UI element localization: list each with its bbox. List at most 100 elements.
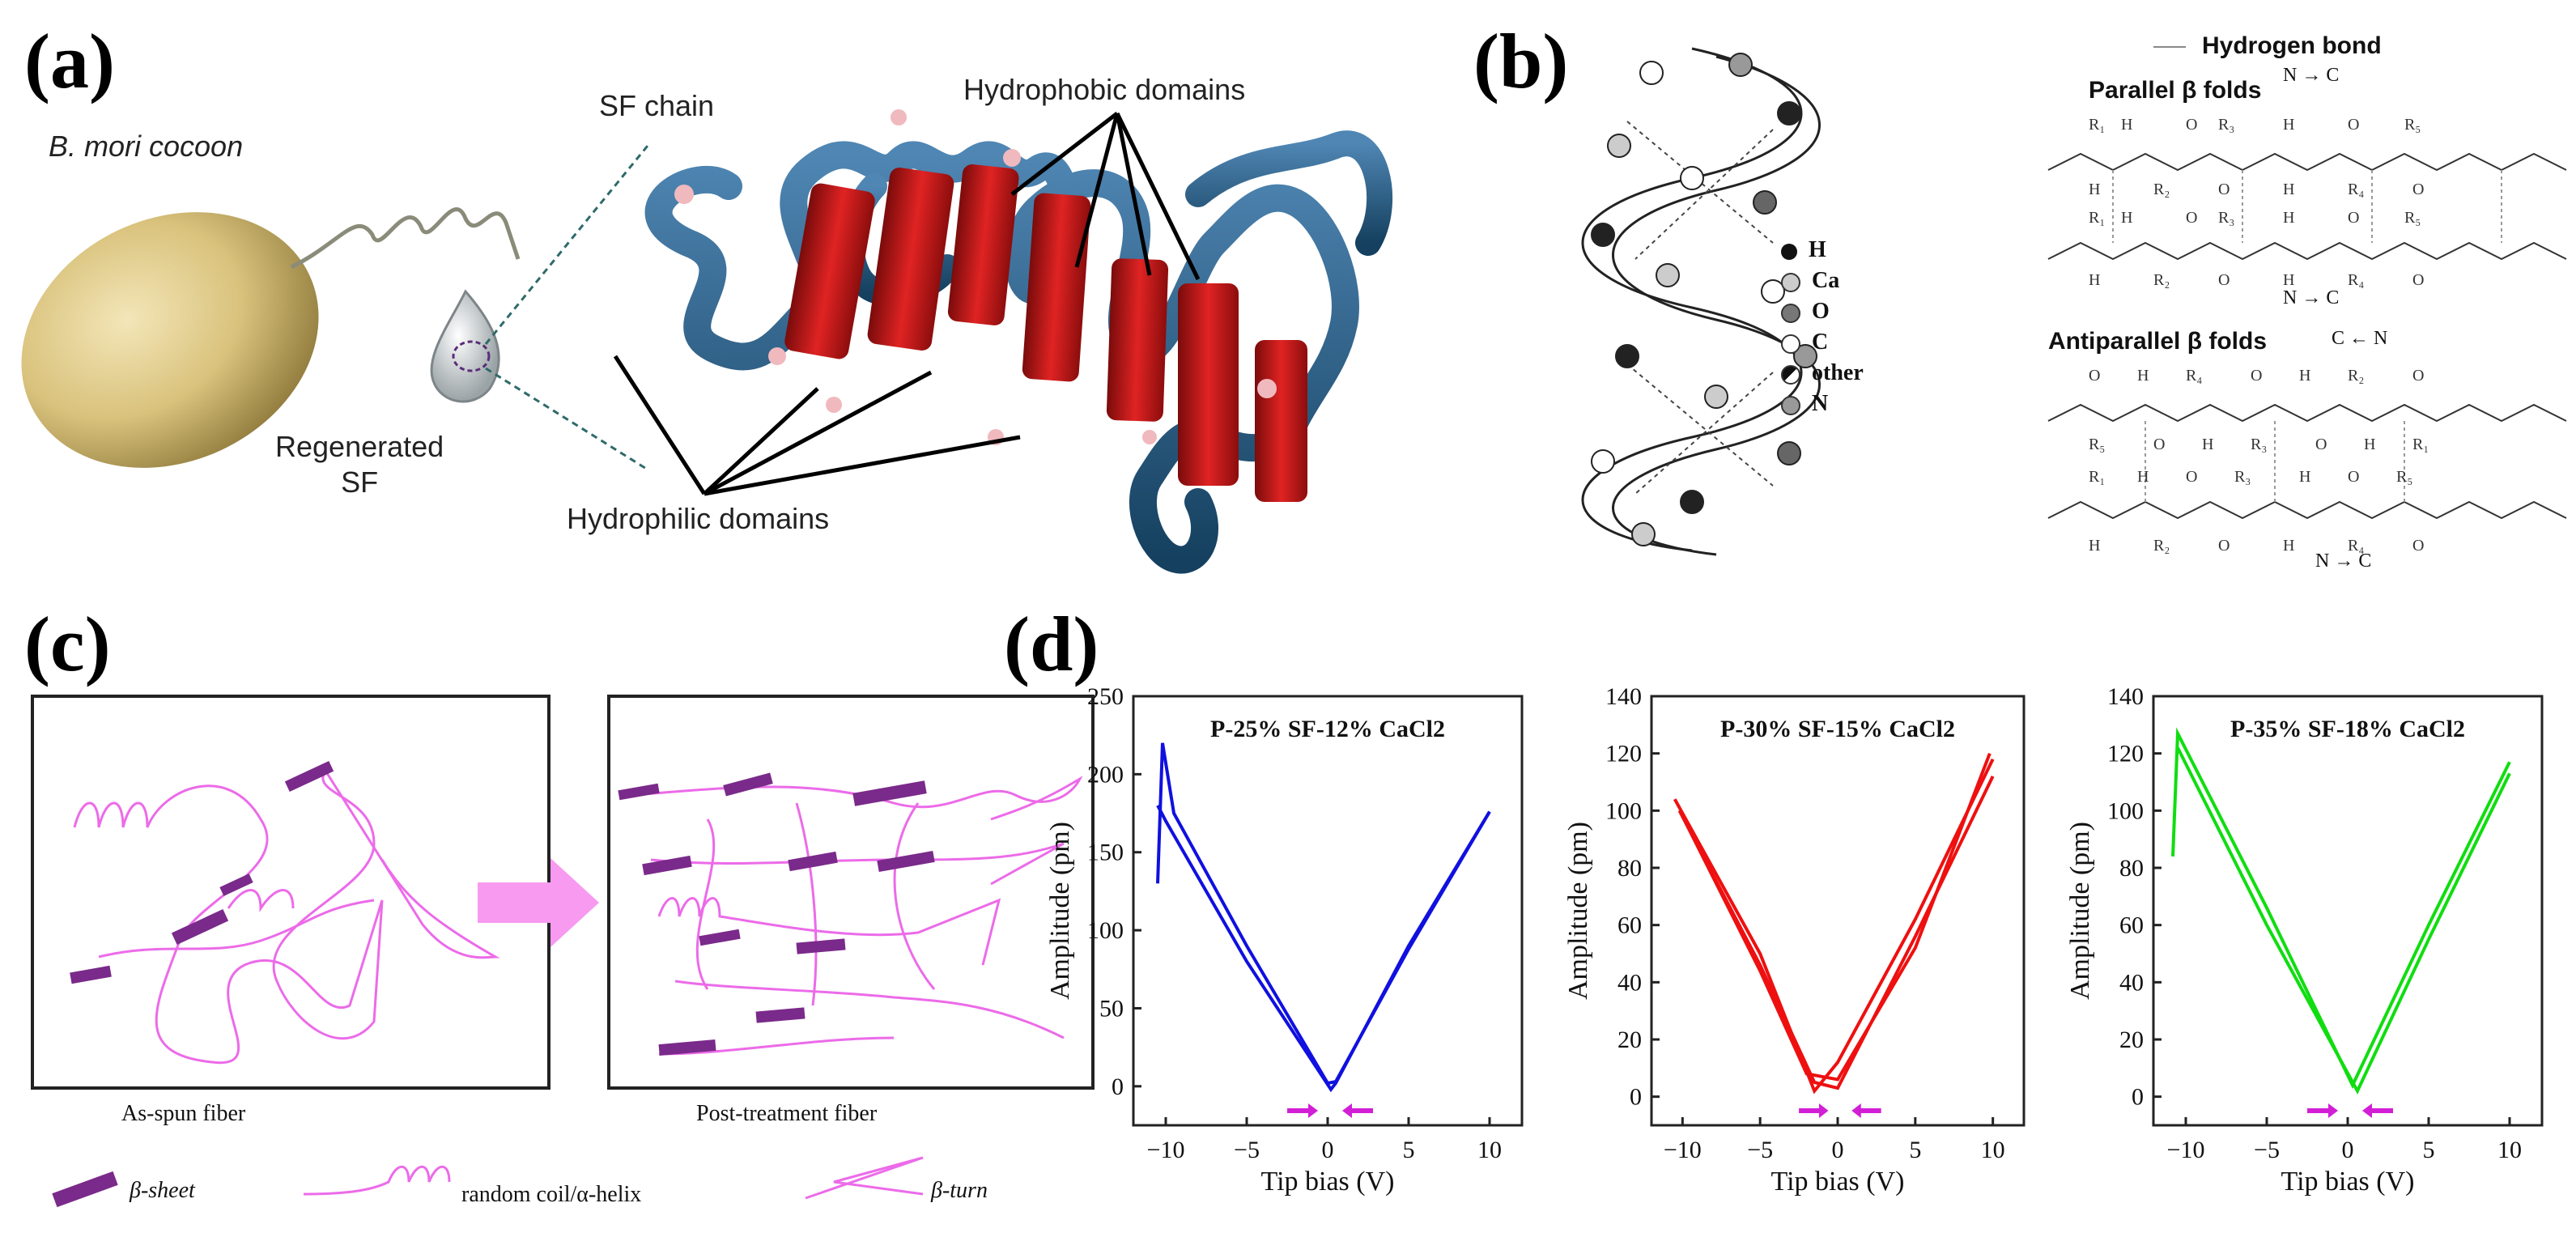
y-tick-label: 60 <box>1617 912 1642 939</box>
x-tick-label: 5 <box>1403 1137 1415 1163</box>
svg-text:O: O <box>2348 209 2359 227</box>
svg-text:O: O <box>2412 181 2424 198</box>
x-tick-label: −10 <box>1664 1137 1702 1163</box>
x-axis-label: Tip bias (V) <box>1261 1167 1395 1197</box>
plot-frame <box>2152 695 2544 1127</box>
y-tick-label: 120 <box>1605 741 1642 767</box>
svg-text:H: H <box>2137 468 2149 486</box>
atom-legend: H Ca O C other N <box>1781 235 1864 419</box>
plot-frame <box>1132 695 1524 1127</box>
y-tick-label: 140 <box>1605 683 1642 710</box>
x-tick-label: 10 <box>2497 1137 2522 1163</box>
hydrogen-bond-label: Hydrogen bond <box>2153 32 2382 60</box>
y-tick-label: 40 <box>2119 969 2144 996</box>
svg-text:H: H <box>2202 436 2213 453</box>
regenerated-line1: Regenerated <box>275 430 444 463</box>
svg-text:R₅: R₅ <box>2404 209 2421 227</box>
y-tick-label: 120 <box>2107 741 2144 767</box>
svg-text:R₂: R₂ <box>2348 367 2364 385</box>
svg-text:O: O <box>2412 271 2424 289</box>
svg-text:O: O <box>2348 468 2359 486</box>
legend-beta-sheet-label: β-sheet <box>130 1178 195 1203</box>
caption-post-treatment: Post-treatment fiber <box>696 1101 878 1126</box>
series-line-2 <box>1156 804 1491 1093</box>
svg-text:O: O <box>2153 436 2165 453</box>
silk-thread <box>290 207 521 270</box>
legend-beta-turn-icon <box>805 1156 924 1200</box>
beta-sheet-markers-post <box>618 772 935 1056</box>
legend-beta-turn-label: β-turn <box>931 1178 988 1203</box>
caption-as-spun: As-spun fiber <box>121 1101 246 1126</box>
coercive-arrows <box>2307 1103 2393 1118</box>
x-tick-label: −5 <box>1747 1137 1773 1163</box>
legend-row-ca: Ca <box>1781 266 1864 296</box>
y-tick-label: 0 <box>1112 1073 1124 1100</box>
svg-text:R₄: R₄ <box>2348 181 2364 198</box>
beta-sheet-markers <box>70 760 334 984</box>
legend-row-h: H <box>1781 235 1864 266</box>
y-tick-label: 100 <box>1087 917 1124 944</box>
svg-text:R₁: R₁ <box>2089 209 2105 227</box>
svg-text:O: O <box>2218 271 2230 289</box>
legend-c: C <box>1812 329 1829 355</box>
y-axis-label: Amplitude (pm) <box>1563 822 1593 1000</box>
y-tick-label: 20 <box>2119 1027 2144 1053</box>
y-tick-label: 0 <box>2132 1084 2144 1111</box>
hydrogen-bond-text: Hydrogen bond <box>2202 32 2382 59</box>
y-tick-label: 40 <box>1617 969 1642 996</box>
x-tick-label: 0 <box>2342 1137 2354 1163</box>
svg-text:H: H <box>2299 367 2310 385</box>
post-treatment-fiber-box <box>607 695 1095 1090</box>
y-axis-label: Amplitude (pm) <box>2065 822 2095 1000</box>
x-tick-label: −5 <box>2254 1137 2280 1163</box>
svg-text:O: O <box>2412 367 2424 385</box>
svg-text:R₄: R₄ <box>2348 271 2364 289</box>
parallel-beta-structure: R₁ H O R₃ H O R₅ H R₂ O H R₄ O R₁ H O R₃ H O R₅ H R₂ O H R₄ O <box>2047 116 2567 289</box>
legend-row-other: other <box>1781 358 1864 389</box>
svg-text:R₁: R₁ <box>2412 436 2429 453</box>
x-tick-label: 5 <box>1909 1137 1921 1163</box>
svg-text:R₅: R₅ <box>2404 116 2421 134</box>
panel-label-a: (a) <box>24 18 115 104</box>
sf-chain-label: SF chain <box>599 89 715 122</box>
n-to-c-middle: N → C <box>2283 287 2340 308</box>
legend-random-coil-label: random coil/α-helix <box>461 1182 642 1207</box>
legend-other: other <box>1812 360 1864 385</box>
panel-label-b: (b) <box>1473 18 1569 104</box>
n-to-c-top: N → C <box>2283 65 2340 86</box>
alpha-helix-model <box>1581 47 1821 556</box>
legend-row-c: C <box>1781 327 1864 358</box>
c-from-n: C ← N <box>2332 328 2388 349</box>
chart-title: P-25% SF-12% CaCl2 <box>1210 716 1445 742</box>
as-spun-fiber-box <box>31 695 550 1090</box>
svg-text:H: H <box>2283 209 2294 227</box>
legend-row-o: O <box>1781 296 1864 327</box>
y-tick-label: 200 <box>1087 761 1124 788</box>
y-tick-label: 100 <box>2107 797 2144 824</box>
regenerated-sf-droplet <box>430 289 500 403</box>
x-axis-label: Tip bias (V) <box>2281 1167 2415 1197</box>
x-axis-label: Tip bias (V) <box>1771 1167 1905 1197</box>
x-tick-label: 0 <box>1832 1137 1844 1163</box>
x-tick-label: −10 <box>2167 1137 2205 1163</box>
svg-text:H: H <box>2283 181 2294 198</box>
x-tick-label: 0 <box>1322 1137 1334 1163</box>
svg-text:H: H <box>2283 116 2294 134</box>
y-tick-label: 20 <box>1617 1027 1642 1053</box>
antiparallel-beta-label: Antiparallel β folds <box>2048 328 2268 355</box>
cocoon-image <box>21 212 319 468</box>
svg-text:R₂: R₂ <box>2153 271 2170 289</box>
x-tick-label: −10 <box>1147 1137 1185 1163</box>
cocoon-label: B. mori cocoon <box>49 130 244 163</box>
hydrophobic-arrows <box>1010 112 1201 281</box>
y-tick-label: 150 <box>1087 840 1124 866</box>
chart-title: P-30% SF-15% CaCl2 <box>1720 716 1955 742</box>
hydrophobic-label: Hydrophobic domains <box>963 73 1246 106</box>
svg-text:R₄: R₄ <box>2186 367 2202 385</box>
svg-text:R₅: R₅ <box>2396 468 2412 486</box>
series-line-1 <box>1673 758 1995 1095</box>
x-tick-label: −5 <box>1234 1137 1260 1163</box>
legend-h: H <box>1809 237 1826 262</box>
